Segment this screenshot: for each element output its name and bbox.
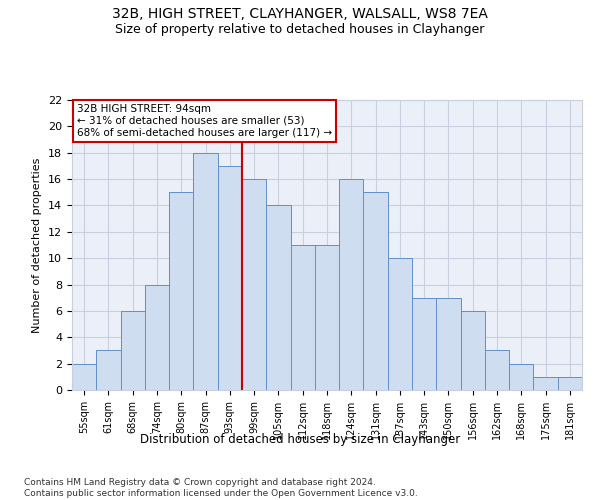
Bar — [364, 192, 388, 390]
Bar — [266, 206, 290, 390]
Bar — [169, 192, 193, 390]
Bar — [145, 284, 169, 390]
Bar — [339, 179, 364, 390]
Text: Distribution of detached houses by size in Clayhanger: Distribution of detached houses by size … — [140, 432, 460, 446]
Y-axis label: Number of detached properties: Number of detached properties — [32, 158, 43, 332]
Bar — [388, 258, 412, 390]
Bar — [436, 298, 461, 390]
Bar — [121, 311, 145, 390]
Bar — [558, 377, 582, 390]
Bar — [72, 364, 96, 390]
Bar — [533, 377, 558, 390]
Text: Contains HM Land Registry data © Crown copyright and database right 2024.
Contai: Contains HM Land Registry data © Crown c… — [24, 478, 418, 498]
Text: Size of property relative to detached houses in Clayhanger: Size of property relative to detached ho… — [115, 22, 485, 36]
Bar — [509, 364, 533, 390]
Text: 32B, HIGH STREET, CLAYHANGER, WALSALL, WS8 7EA: 32B, HIGH STREET, CLAYHANGER, WALSALL, W… — [112, 8, 488, 22]
Bar — [290, 245, 315, 390]
Bar — [315, 245, 339, 390]
Text: 32B HIGH STREET: 94sqm
← 31% of detached houses are smaller (53)
68% of semi-det: 32B HIGH STREET: 94sqm ← 31% of detached… — [77, 104, 332, 138]
Bar — [485, 350, 509, 390]
Bar — [193, 152, 218, 390]
Bar — [461, 311, 485, 390]
Bar — [96, 350, 121, 390]
Bar — [412, 298, 436, 390]
Bar — [242, 179, 266, 390]
Bar — [218, 166, 242, 390]
